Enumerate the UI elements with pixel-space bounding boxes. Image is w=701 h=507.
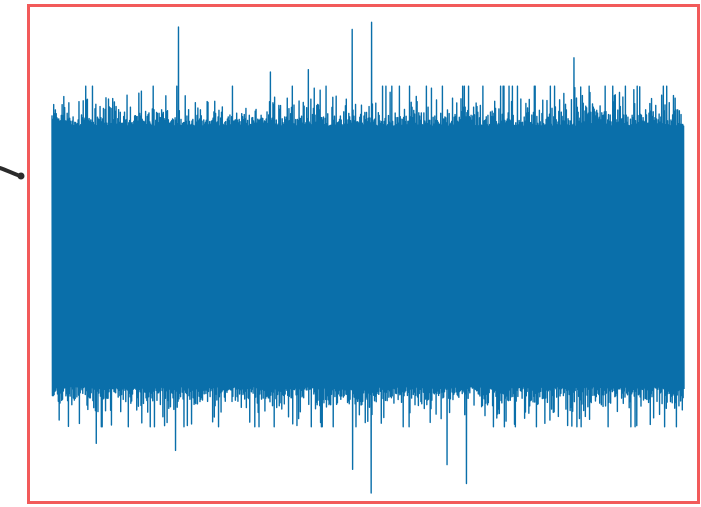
signal-line xyxy=(51,21,685,494)
arrow-tip-icon xyxy=(0,166,25,180)
plot-frame xyxy=(27,4,700,504)
series-group xyxy=(51,21,685,494)
